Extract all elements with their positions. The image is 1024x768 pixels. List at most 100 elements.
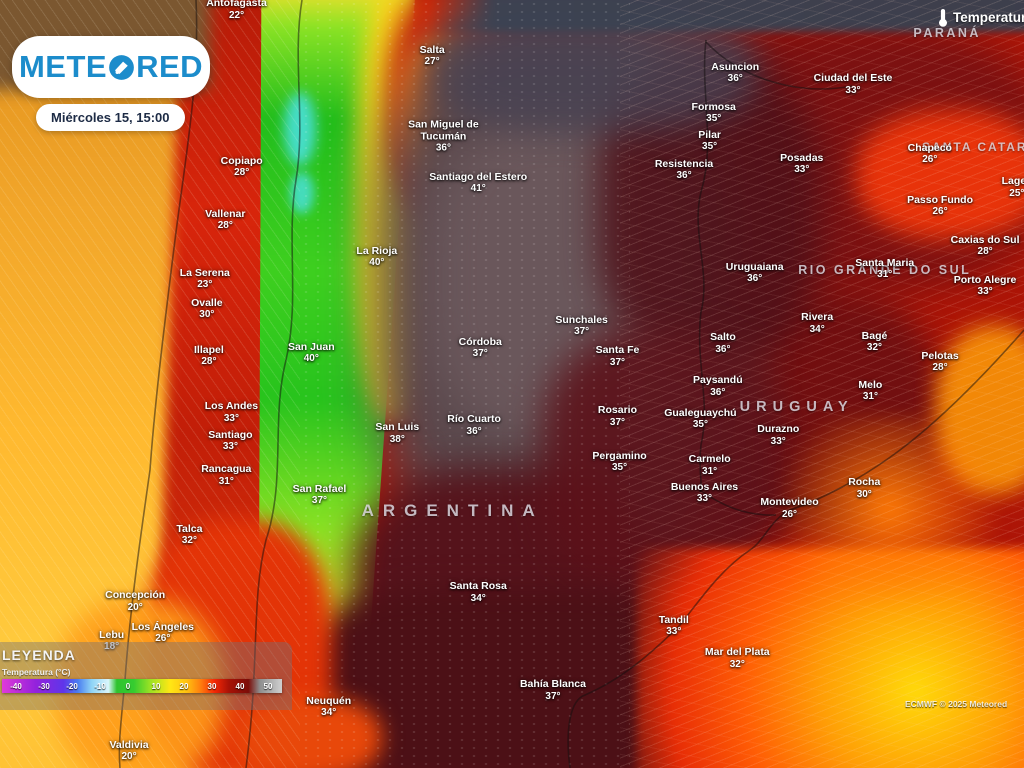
city-name: Santa Fe <box>595 344 640 357</box>
city-name: Formosa <box>691 100 736 113</box>
city-label: Mar del Plata 32° <box>705 646 770 670</box>
city-temperature: 31° <box>877 269 893 281</box>
city-name: Paysandú <box>693 374 743 387</box>
city-temperature: 33° <box>223 412 239 424</box>
city-temperature: 36° <box>715 343 731 355</box>
city-temperature: 18° <box>104 640 120 652</box>
city-temperature: 40° <box>303 352 319 364</box>
city-temperature: 32° <box>729 658 745 670</box>
city-name: Copiapo <box>220 154 263 167</box>
city-label: Concepción 20° <box>105 589 165 613</box>
city-label: Talca 32° <box>176 522 202 546</box>
city-label: Antofagasta 22° <box>206 0 267 21</box>
city-name: Tandil <box>658 613 689 626</box>
city-temperature: 26° <box>922 153 938 165</box>
city-temperature: 25° <box>1009 187 1024 199</box>
city-name: Bagé <box>861 329 888 342</box>
city-temperature: 36° <box>466 425 482 437</box>
colorbar-tick: -40 <box>10 681 22 691</box>
city-temperature: 37° <box>609 356 626 368</box>
city-label: Lages25° <box>1002 175 1024 199</box>
city-name: Sunchales <box>555 313 608 326</box>
city-temperature: 28° <box>932 362 948 374</box>
city-temperature: 28° <box>201 355 217 367</box>
logo-text-right: RED <box>136 49 204 84</box>
city-temperature: 33° <box>696 493 713 505</box>
city-name: Antofagasta <box>206 0 267 10</box>
city-name: Pergamino <box>592 449 647 462</box>
city-label: Salta 27° <box>420 44 445 68</box>
legend-title: LEYENDA <box>2 647 76 663</box>
city-temperature: 28° <box>977 246 993 258</box>
city-name: Mar del Plata <box>704 646 770 659</box>
city-temperature: 35° <box>692 418 708 430</box>
city-name: Rosario <box>597 404 638 417</box>
city-label: Gualeguaychú 35° <box>664 406 736 430</box>
city-label: Vallenar 28° <box>205 208 245 232</box>
city-temperature: 33° <box>794 163 810 175</box>
colorbar-tick: 0 <box>125 681 131 691</box>
city-temperature: 37° <box>574 325 590 337</box>
city-temperature: 30° <box>199 309 215 321</box>
city-temperature: 37° <box>311 494 328 506</box>
city-name: Rivera <box>801 311 834 324</box>
city-name: Illapel <box>194 343 224 356</box>
city-label: Illapel 28° <box>194 343 224 367</box>
city-label: San Luis 38° <box>375 421 419 445</box>
city-label: Rosario 37° <box>598 404 637 428</box>
city-temperature: 36° <box>727 73 743 85</box>
city-name: Pelotas <box>921 349 959 362</box>
city-name: Concepción <box>105 589 166 602</box>
city-label: Bahía Blanca 37° <box>520 678 586 702</box>
city-name: Santiago <box>208 428 253 441</box>
city-label: Los Andes 33° <box>205 400 258 424</box>
temperature-colorbar: -40 -30 -20 -10 0 10 20 30 40 50 <box>2 679 282 693</box>
city-label: Caxias do Sul 28° <box>951 234 1020 258</box>
city-label: Ovalle 30° <box>191 297 223 321</box>
city-label: Ciudad del Este 33° <box>814 72 893 96</box>
city-temperature: 35° <box>611 461 628 473</box>
city-name: Caxias do Sul <box>950 233 1020 246</box>
city-temperature: 34° <box>470 592 486 604</box>
city-label: Santiago del Estero 41° <box>429 171 527 195</box>
city-temperature: 35° <box>706 113 722 125</box>
region-label: PARANÁ <box>913 26 981 41</box>
city-label: Chapecó 26° <box>908 142 952 166</box>
city-label: Rocha 30° <box>848 476 880 500</box>
city-temperature: 31° <box>702 465 718 477</box>
city-name: Buenos Aires <box>670 480 739 493</box>
city-temperature: 36° <box>435 143 451 155</box>
city-label: La Rioja 40° <box>356 244 397 268</box>
city-name: Santiago del Estero <box>429 170 528 183</box>
colorbar-tick: 10 <box>151 681 161 691</box>
city-label: Santa Maria 31° <box>855 257 914 281</box>
city-temperature: 33° <box>666 626 682 638</box>
city-name: San Rafael <box>292 482 347 495</box>
city-label: Pergamino 35° <box>592 449 646 473</box>
legend-panel: LEYENDA Temperatura (°C) -40 -30 -20 -10 0 10… <box>0 642 292 710</box>
meteored-logo: METE RED <box>12 36 210 98</box>
city-temperature: 32° <box>866 342 883 354</box>
city-label: Santa Rosa 34° <box>450 580 507 604</box>
city-name: San Miguel de Tucumán <box>408 118 479 143</box>
city-temperature: 34° <box>321 706 337 718</box>
city-label: Salto 36° <box>710 331 736 355</box>
city-temperature: 30° <box>856 488 872 500</box>
city-label: Tandil 33° <box>659 614 689 638</box>
city-label: Rancagua 31° <box>201 463 251 487</box>
city-name: Neuquén <box>306 694 352 707</box>
meteored-o-icon <box>109 54 134 80</box>
city-name: La Serena <box>179 266 230 279</box>
city-temperature: 26° <box>932 206 948 218</box>
city-name: Valdivia <box>109 739 149 752</box>
city-temperature: 34° <box>809 323 825 335</box>
top-dark-strip <box>430 0 1024 32</box>
city-name: Passo Fundo <box>907 193 973 206</box>
city-name: Asuncion <box>711 60 760 73</box>
city-temperature: 33° <box>977 285 993 297</box>
colorbar-ticks: -40 -30 -20 -10 0 10 20 30 40 50 <box>2 679 282 693</box>
city-temperature: 37° <box>609 416 626 428</box>
city-label: Resistencia 36° <box>655 158 713 182</box>
city-name: Talca <box>176 522 203 535</box>
city-label: Sunchales 37° <box>555 314 608 338</box>
